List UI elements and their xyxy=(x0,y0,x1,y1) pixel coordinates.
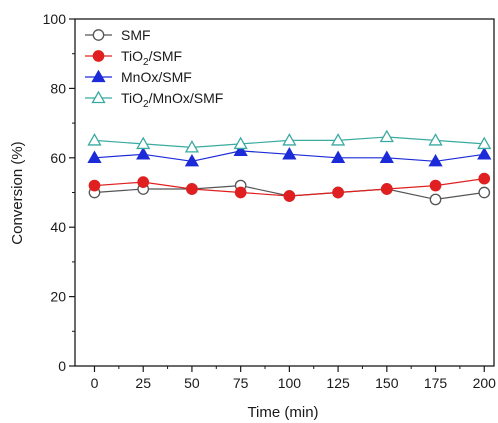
legend-item: MnOx/SMF xyxy=(85,69,192,85)
series-3 xyxy=(87,129,492,153)
y-tick-label: 100 xyxy=(43,11,67,27)
data-point xyxy=(184,153,200,167)
x-tick-label: 125 xyxy=(326,375,350,391)
legend-marker xyxy=(92,29,105,41)
data-point xyxy=(428,153,443,167)
legend-marker xyxy=(92,50,105,62)
data-point xyxy=(88,179,101,192)
legend-item: SMF xyxy=(85,27,151,43)
data-point xyxy=(136,136,151,150)
series-2 xyxy=(87,143,492,167)
data-point xyxy=(478,172,491,185)
data-point xyxy=(330,133,346,146)
data-point xyxy=(330,150,346,163)
x-tick-label: 50 xyxy=(184,375,200,391)
data-point xyxy=(282,133,297,146)
y-tick-label: 80 xyxy=(50,80,66,96)
data-point xyxy=(233,143,248,157)
data-point xyxy=(428,133,443,146)
x-tick-label: 150 xyxy=(375,375,399,391)
series-1 xyxy=(88,172,491,202)
legend-label: SMF xyxy=(121,27,151,43)
data-point xyxy=(233,136,248,150)
data-point xyxy=(87,133,102,146)
legend-label: TiO2/MnOx/SMF xyxy=(121,90,223,110)
legend-marker xyxy=(91,90,106,104)
data-point xyxy=(234,186,247,199)
data-point xyxy=(283,190,296,202)
x-tick-label: 200 xyxy=(473,375,497,391)
data-point xyxy=(379,129,394,143)
y-tick-label: 0 xyxy=(58,358,66,374)
x-tick-label: 100 xyxy=(278,375,302,391)
x-tick-label: 0 xyxy=(91,375,99,391)
data-point xyxy=(186,183,198,195)
x-tick-label: 75 xyxy=(233,375,249,391)
data-point xyxy=(477,136,492,150)
legend-item: TiO2/MnOx/SMF xyxy=(85,90,223,110)
data-point xyxy=(332,186,344,199)
legend-item: TiO2/SMF xyxy=(85,48,182,68)
data-point xyxy=(379,150,394,163)
data-point xyxy=(137,176,150,188)
y-tick-label: 40 xyxy=(50,219,66,235)
y-tick-label: 60 xyxy=(50,150,66,166)
data-point xyxy=(477,147,492,160)
legend-label: TiO2/SMF xyxy=(121,48,182,68)
legend-marker xyxy=(91,69,106,83)
x-tick-label: 175 xyxy=(424,375,448,391)
data-point xyxy=(429,193,442,206)
data-point xyxy=(429,179,442,192)
x-tick-label: 25 xyxy=(135,375,151,391)
data-point xyxy=(478,186,491,199)
x-axis-title: Time (min) xyxy=(247,404,318,421)
data-point xyxy=(184,140,200,153)
data-point xyxy=(87,150,102,163)
y-tick-label: 20 xyxy=(50,289,66,305)
data-point xyxy=(380,183,393,195)
data-point xyxy=(282,147,297,160)
y-axis-title: Conversion (%) xyxy=(9,141,26,244)
legend-label: MnOx/SMF xyxy=(121,69,192,85)
data-point xyxy=(136,147,151,160)
